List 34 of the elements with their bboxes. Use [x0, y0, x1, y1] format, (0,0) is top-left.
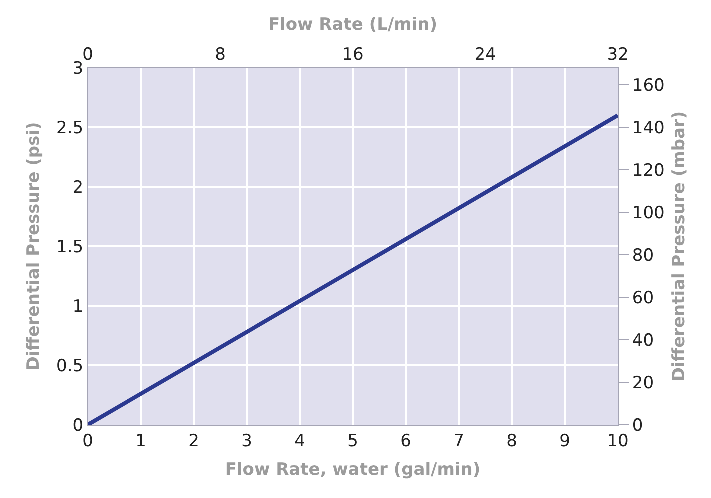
y-tick-label: 3 [72, 58, 84, 79]
x-tick-label: 2 [188, 431, 200, 452]
y-axis-title: Differential Pressure (psi) [24, 122, 44, 371]
x2-axis-title: Flow Rate (L/min) [268, 14, 438, 35]
y2-tick-label: 80 [632, 246, 654, 266]
x-axis-title: Flow Rate, water (gal/min) [225, 460, 481, 480]
x-tick-label: 8 [506, 431, 518, 452]
y-tick-label: 0 [72, 416, 84, 436]
x-tick-label: 1 [136, 431, 146, 452]
y2-tick-label: 0 [632, 416, 644, 436]
x-tick-label: 9 [560, 431, 570, 452]
y-tick-label: 1 [72, 296, 84, 317]
y2-tick-label: 160 [632, 76, 665, 96]
x-tick-label: 5 [348, 431, 358, 452]
y2-tick-label: 40 [632, 330, 654, 351]
x2-tick-label: 24 [474, 45, 496, 66]
y-tick-label: 2.5 [56, 118, 84, 138]
y2-tick-label: 140 [632, 118, 665, 138]
y2-tick-label: 100 [632, 203, 665, 224]
y-tick-label: 0.5 [56, 356, 84, 376]
x-tick-label: 4 [294, 431, 306, 452]
x2-tick-label: 32 [607, 45, 629, 66]
x2-tick-label: 8 [215, 45, 226, 66]
y2-tick-label: 120 [632, 160, 665, 181]
x-tick-label: 10 [607, 431, 629, 452]
x-tick-label: 7 [454, 431, 464, 452]
y2-axis-title: Differential Pressure (mbar) [669, 111, 690, 382]
y2-tick-label: 20 [632, 373, 654, 394]
x-tick-label: 6 [400, 431, 412, 452]
y2-tick-label: 60 [632, 288, 654, 308]
y-tick-label: 1.5 [56, 237, 84, 258]
y-tick-label: 2 [72, 178, 84, 198]
x2-tick-label: 16 [342, 45, 364, 66]
x-tick-label: 3 [242, 431, 252, 452]
